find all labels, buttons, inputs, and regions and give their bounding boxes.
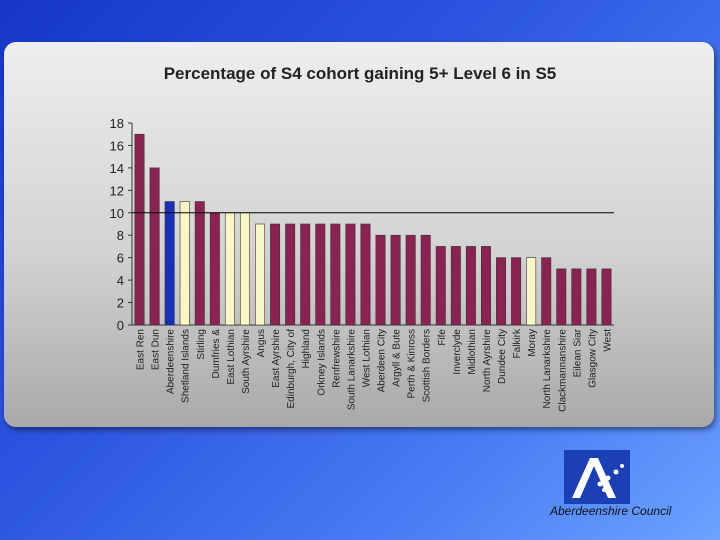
bar [420, 234, 431, 326]
bar [526, 257, 537, 326]
x-tick-label: South Ayrshire [241, 329, 252, 394]
x-tick-label: West Lothian [361, 329, 372, 387]
y-tick-label: 6 [117, 251, 124, 266]
x-tick-label: East Ren [136, 329, 147, 370]
x-tick-label: Inverclyde [452, 329, 463, 375]
x-tick-label: Orkney Islands [316, 329, 327, 396]
x-tick-label: Midlothian [467, 329, 478, 375]
x-tick-label: East Dun [151, 329, 162, 370]
bar [511, 257, 522, 326]
x-tick-label: Fife [437, 329, 448, 346]
bar [164, 201, 175, 326]
bar [224, 212, 235, 326]
x-tick-label: Aberdeenshire [166, 329, 177, 394]
x-tick-label: Glasgow City [587, 329, 598, 388]
bar [300, 223, 311, 326]
bar [450, 246, 461, 326]
bar [571, 268, 582, 326]
bar [330, 223, 341, 326]
bar [239, 212, 250, 326]
bar [134, 133, 145, 326]
x-tick-label: Dundee City [497, 329, 508, 384]
x-tick-label: Moray [527, 329, 538, 357]
bar [345, 223, 356, 326]
x-tick-label: Aberdeen City [377, 329, 388, 392]
bar [179, 201, 190, 326]
x-tick-label: Edinburgh, City of [286, 329, 297, 409]
x-tick-label: South Lanarkshire [346, 329, 357, 411]
bar [285, 223, 296, 326]
x-tick-label: Renfrewshire [331, 329, 342, 388]
aberdeenshire-logo-icon [564, 450, 630, 504]
x-tick-label: East Lothian [226, 329, 237, 385]
x-tick-label: East Ayrshire [271, 329, 282, 388]
bar [390, 234, 401, 326]
bar [149, 167, 160, 326]
bar [480, 246, 491, 326]
x-tick-label: Perth & Kinross [407, 329, 418, 398]
x-tick-label: Highland [301, 329, 312, 368]
chart-panel [4, 42, 714, 427]
x-tick-label: Shetland Islands [181, 329, 192, 403]
bar [315, 223, 326, 326]
x-tick-label: Eilean Siar [572, 328, 583, 377]
x-tick-label: West [602, 329, 613, 352]
x-tick-label: Clackmannanshire [557, 329, 568, 412]
y-tick-label: 14 [110, 161, 124, 176]
y-tick-label: 0 [117, 318, 124, 333]
bar [270, 223, 281, 326]
y-tick-label: 12 [110, 183, 124, 198]
bar [194, 201, 205, 326]
x-tick-label: Scottish Borders [422, 329, 433, 402]
x-tick-label: Angus [256, 329, 267, 357]
y-tick-label: 8 [117, 228, 124, 243]
y-tick-label: 18 [110, 116, 124, 131]
x-tick-label: North Lanarkshire [542, 329, 553, 409]
bar [541, 257, 552, 326]
bar [360, 223, 371, 326]
x-tick-label: Dumfries & [211, 329, 222, 379]
bar [556, 268, 567, 326]
bar [255, 223, 266, 326]
y-tick-label: 16 [110, 138, 124, 153]
bar [465, 246, 476, 326]
bar [601, 268, 612, 326]
x-tick-label: Falkirk [512, 328, 523, 358]
bar [435, 246, 446, 326]
y-tick-label: 4 [117, 273, 124, 288]
x-tick-label: Stirling [196, 329, 207, 360]
bar [375, 234, 386, 326]
org-name: Aberdeenshire Council [550, 504, 672, 518]
bar [586, 268, 597, 326]
y-tick-label: 2 [117, 296, 124, 311]
x-tick-label: North Ayrshire [482, 329, 493, 393]
bar [405, 234, 416, 326]
x-tick-label: Argyll & Bute [392, 329, 403, 387]
bar [209, 212, 220, 326]
y-tick-label: 10 [110, 206, 124, 221]
chart-title: Percentage of S4 cohort gaining 5+ Level… [163, 64, 557, 83]
bar [496, 257, 507, 326]
